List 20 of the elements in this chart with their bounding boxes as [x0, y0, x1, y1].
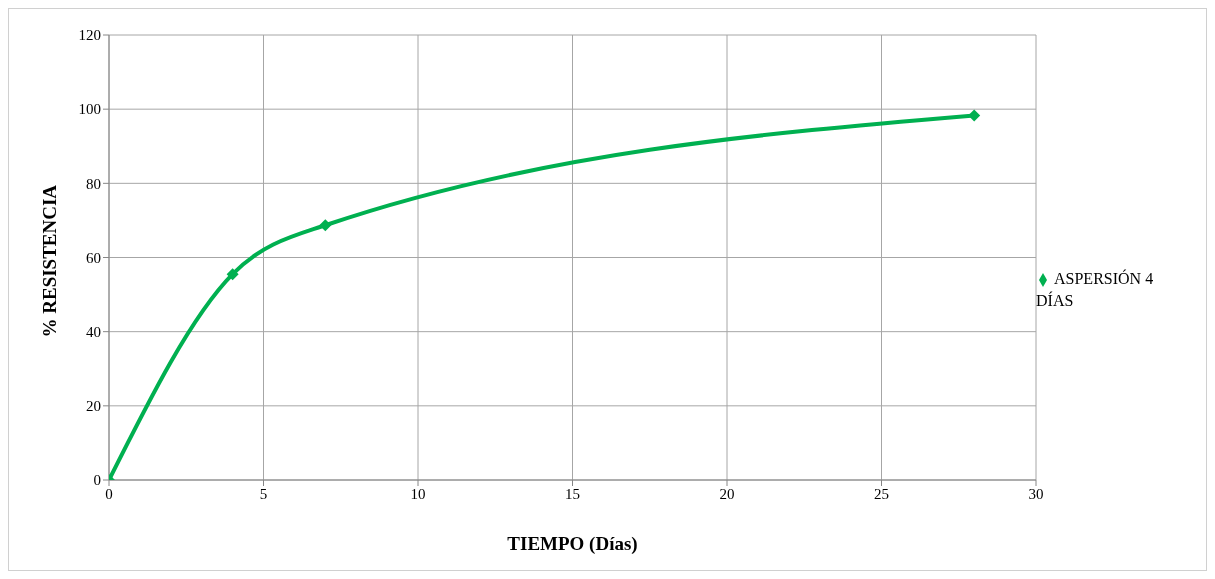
x-axis-title: TIEMPO (Días)	[507, 533, 638, 555]
legend-label: ASPERSIÓN 4 DÍAS	[1036, 269, 1154, 309]
x-tick-label: 10	[410, 485, 426, 502]
point	[319, 219, 332, 232]
y-tick-label: 0	[93, 472, 101, 489]
x-tick-label: 0	[105, 485, 113, 502]
point	[226, 268, 239, 281]
y-tick-label: 20	[86, 398, 101, 415]
y-tick-label: 40	[86, 323, 101, 340]
y-tick-label: 100	[78, 101, 101, 118]
x-tick-label: 30	[1028, 485, 1044, 502]
x-tick-label: 5	[259, 485, 268, 502]
y-tick-label: 120	[78, 27, 101, 44]
x-tick-label: 20	[719, 485, 735, 502]
y-axis-title: % RESISTENCIA	[38, 184, 60, 338]
point	[968, 109, 981, 122]
y-tick-label: 80	[86, 175, 101, 192]
x-tick-label: 15	[565, 485, 580, 502]
x-tick-label: 25	[874, 485, 889, 502]
y-tick-label: 60	[86, 249, 101, 266]
